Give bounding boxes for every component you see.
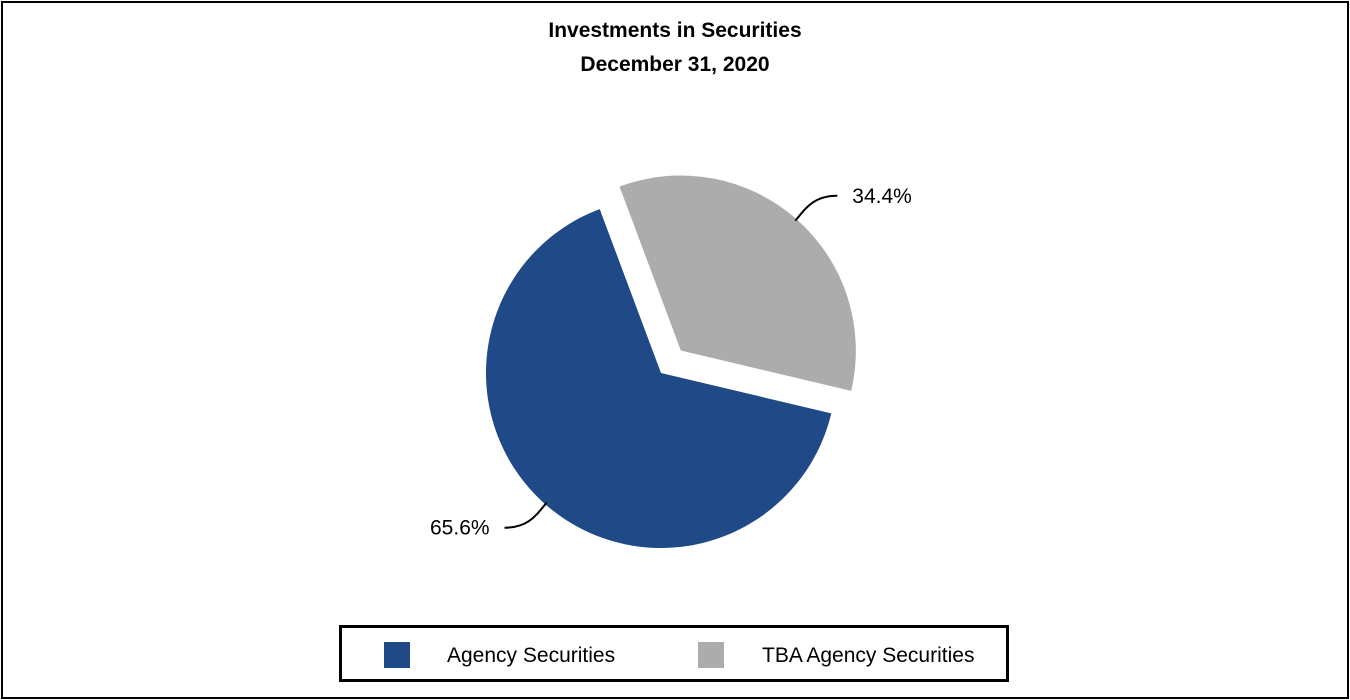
pie-slice-tba: [619, 175, 856, 391]
legend-swatch-agency: [384, 642, 410, 668]
chart-subtitle: December 31, 2020: [580, 53, 770, 76]
pie-slice-agency: [485, 209, 832, 548]
legend: Agency Securities TBA Agency Securities: [339, 625, 1009, 682]
legend-swatch-tba: [698, 642, 724, 668]
legend-label-agency: Agency Securities: [447, 644, 616, 667]
leader-line-agency: [504, 502, 548, 529]
data-label-agency: 65.6%: [430, 517, 490, 540]
data-label-tba: 34.4%: [852, 185, 912, 208]
leader-line-tba: [794, 194, 838, 222]
chart-title: Investments in Securities: [548, 19, 802, 42]
legend-label-tba: TBA Agency Securities: [762, 644, 975, 667]
